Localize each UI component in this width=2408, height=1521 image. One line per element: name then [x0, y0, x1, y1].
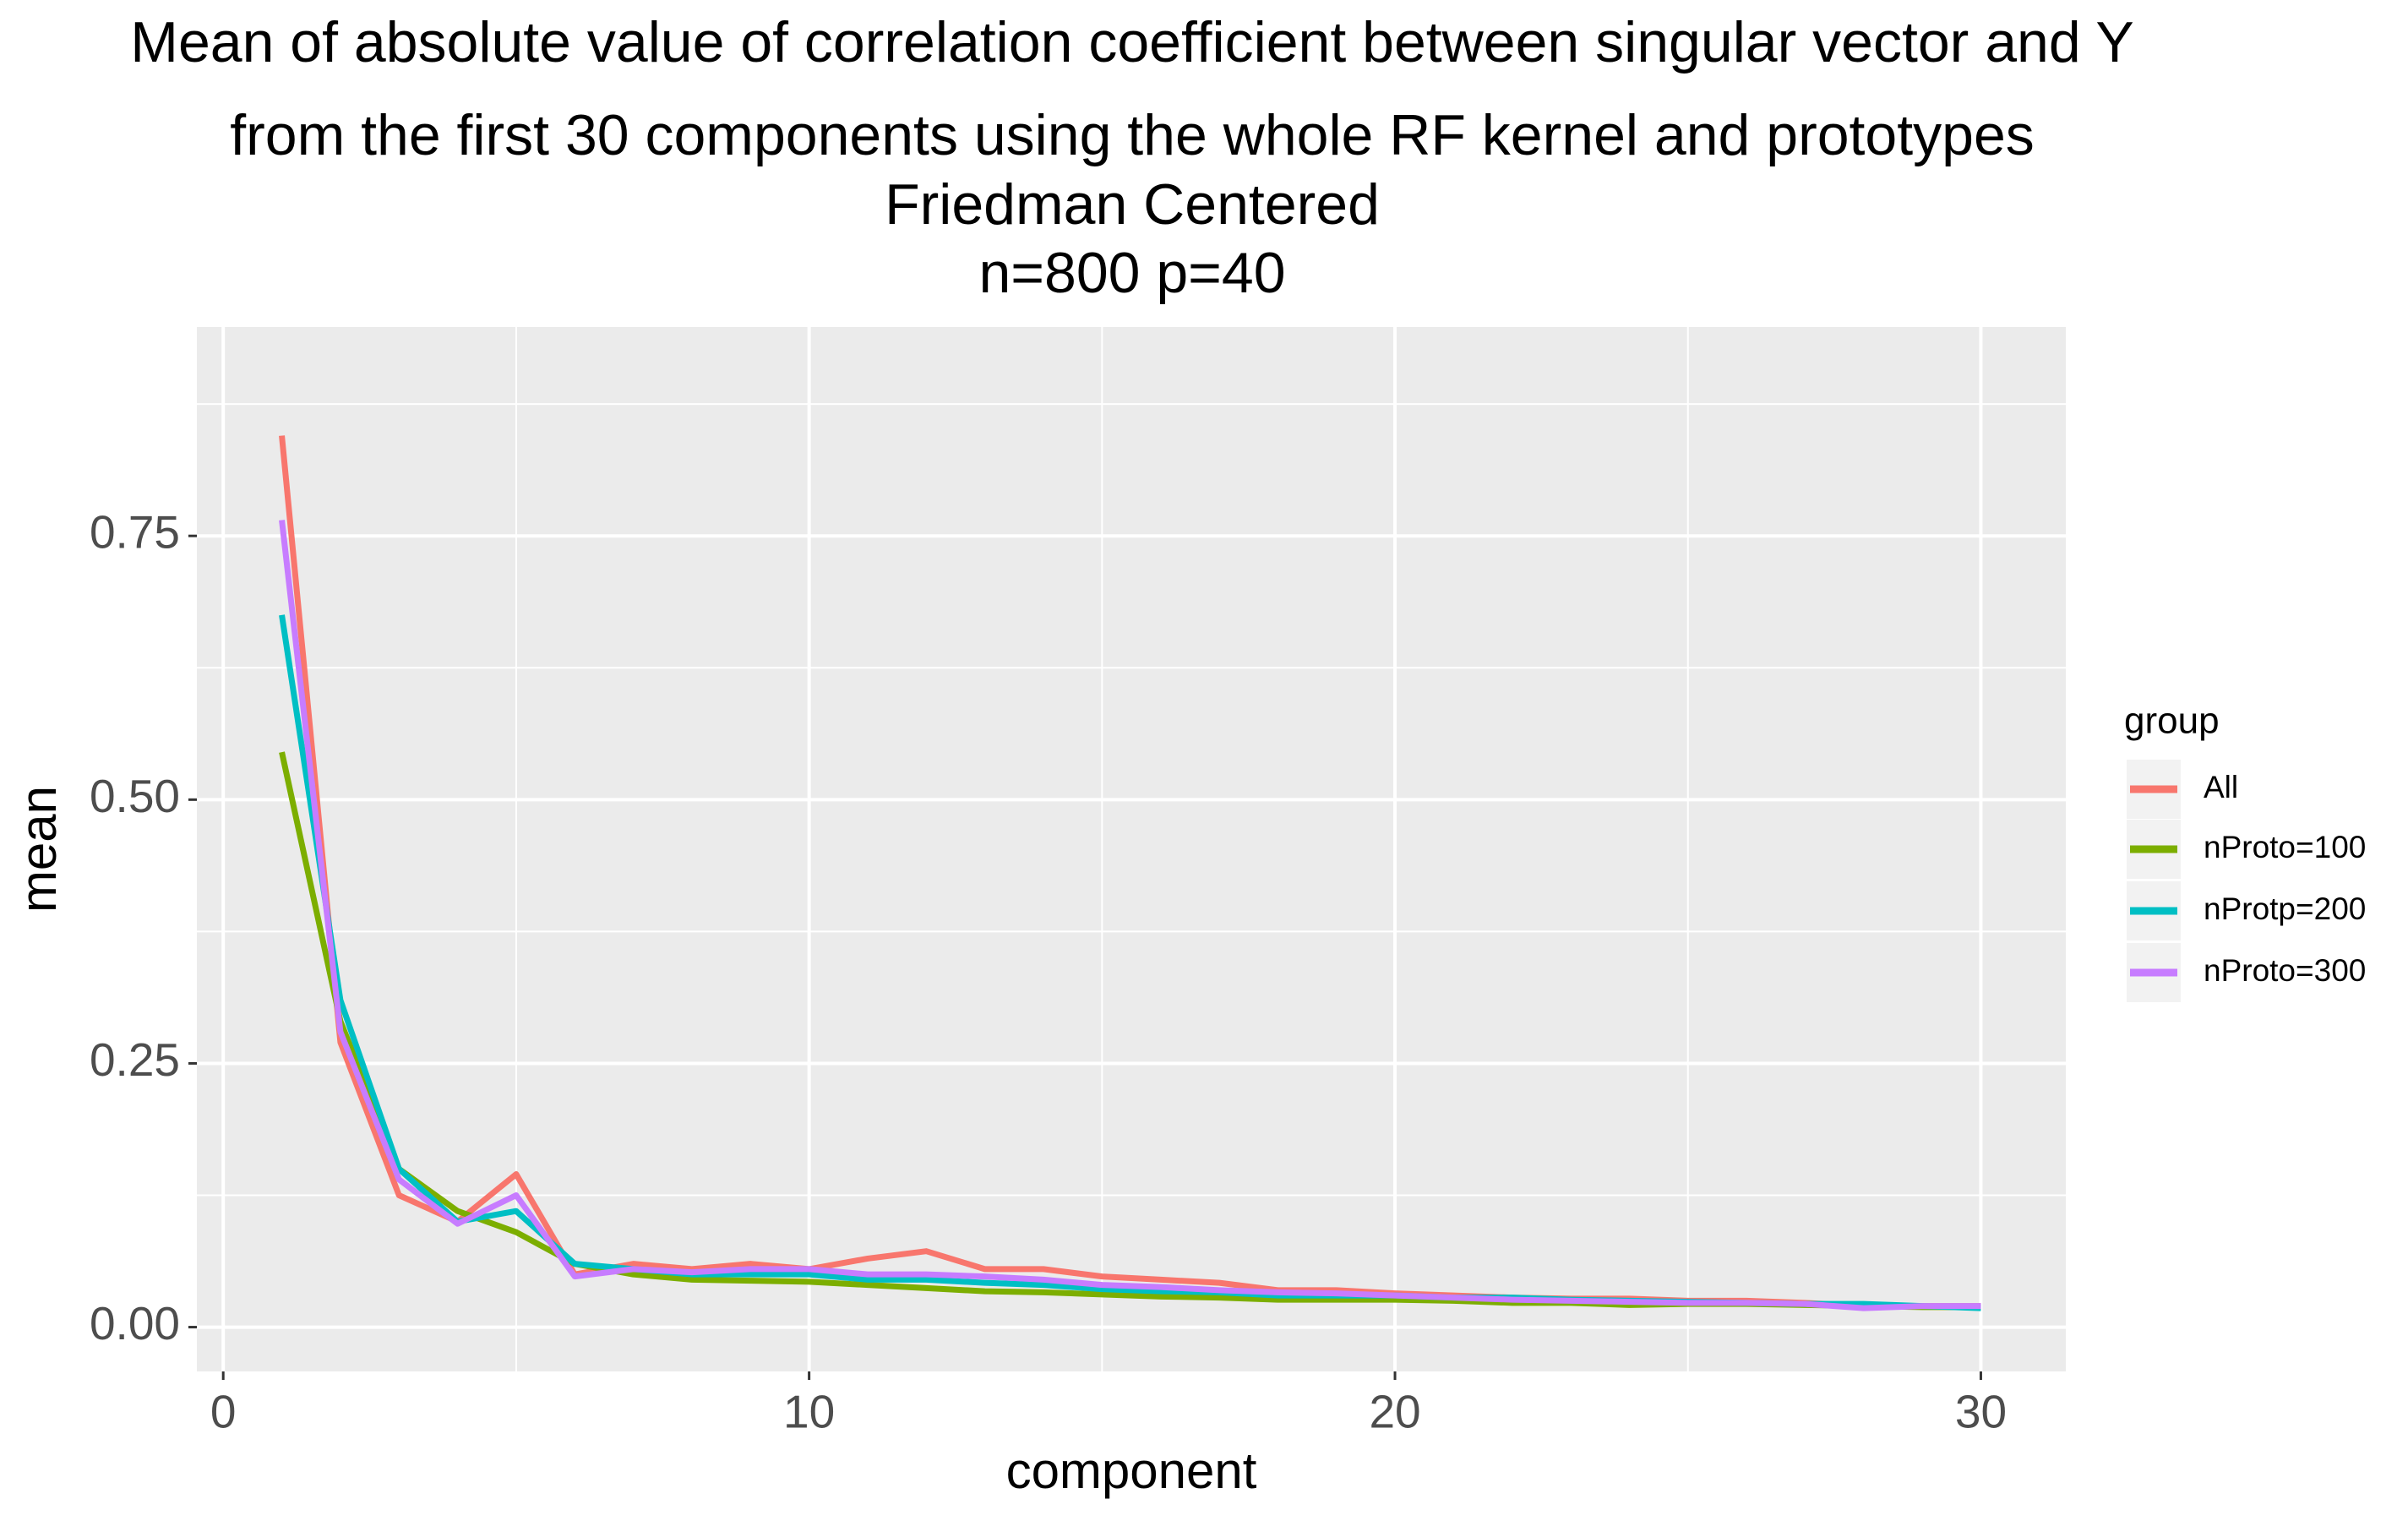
y-tick-label: 0.75	[90, 506, 180, 559]
x-tick-label: 20	[1369, 1386, 1420, 1438]
y-tick-label: 0.25	[90, 1033, 180, 1086]
x-axis-title: component	[1006, 1442, 1257, 1499]
y-tick-label: 0.00	[90, 1297, 180, 1349]
series-line	[279, 520, 1981, 1311]
legend-label: nProto=100	[2204, 830, 2366, 864]
chart-title: Friedman Centered	[885, 172, 1380, 237]
legend-label: nProtp=200	[2204, 891, 2366, 926]
x-tick-label: 10	[783, 1386, 835, 1438]
legend-label: nProto=300	[2204, 953, 2366, 988]
legend-label: All	[2204, 770, 2238, 804]
legend-title: group	[2124, 701, 2220, 742]
y-tick-label: 0.50	[90, 770, 180, 822]
chart-title: from the first 30 components using the w…	[230, 103, 2035, 167]
chart-title: n=800 p=40	[978, 241, 1285, 305]
chart-title: Mean of absolute value of correlation co…	[130, 10, 2133, 74]
y-axis-title: mean	[10, 786, 67, 913]
x-tick-label: 0	[210, 1386, 237, 1438]
x-tick-label: 30	[1955, 1386, 2007, 1438]
